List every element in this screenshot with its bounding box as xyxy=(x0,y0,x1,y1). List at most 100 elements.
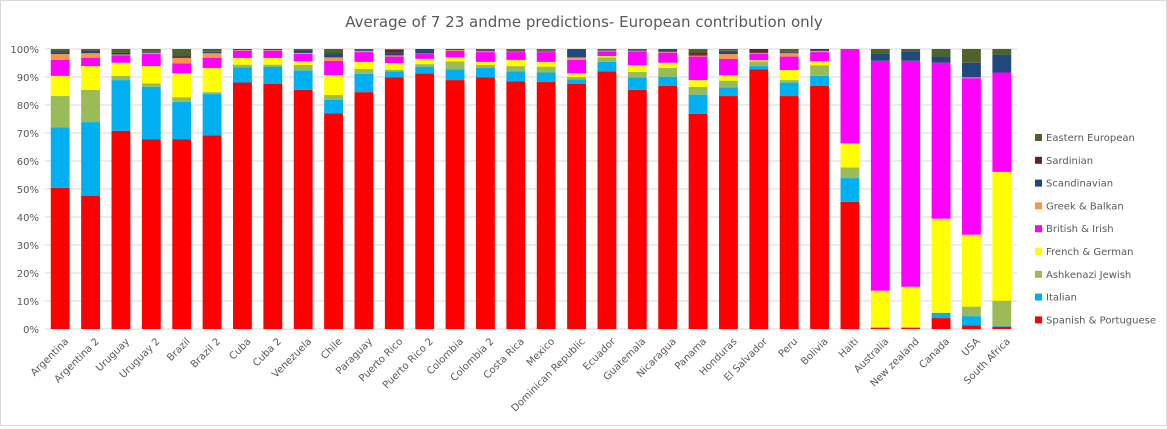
bar-segment xyxy=(870,49,890,54)
bar-stack xyxy=(870,49,890,329)
bar-segment xyxy=(749,52,769,54)
bar-segment xyxy=(111,49,131,53)
bar-segment xyxy=(810,50,829,53)
bar-segment xyxy=(658,52,678,63)
bar-segment xyxy=(567,84,586,329)
bar-stack xyxy=(840,49,860,329)
bar-segment xyxy=(779,80,799,83)
bar-segment xyxy=(50,75,70,97)
bar-segment xyxy=(111,62,131,76)
bar-segment xyxy=(354,52,374,62)
bar-segment xyxy=(536,51,556,53)
bar-segment xyxy=(233,49,252,51)
bar-segment xyxy=(627,49,647,50)
bar-segment xyxy=(567,73,586,77)
legend-item: Greek & Balkan xyxy=(1035,201,1124,212)
bar-stack xyxy=(627,49,647,329)
bar-segment xyxy=(445,49,465,51)
bar-segment xyxy=(384,49,404,50)
bar-segment xyxy=(688,54,708,56)
legend-swatch xyxy=(1035,225,1042,233)
bar-segment xyxy=(324,99,343,114)
bar-segment xyxy=(263,50,283,51)
bar-segment xyxy=(384,55,404,57)
bar-segment xyxy=(50,187,70,329)
bar-segment xyxy=(293,64,313,71)
bar-segment xyxy=(384,56,404,63)
bar-segment xyxy=(445,57,465,62)
bar-segment xyxy=(840,201,860,329)
bar-segment xyxy=(597,56,617,58)
legend-label: Scandinavian xyxy=(1046,179,1113,190)
bar-segment xyxy=(476,64,495,69)
legend-item: Eastern European xyxy=(1035,133,1135,144)
bar-segment xyxy=(536,72,556,83)
bar-segment xyxy=(415,64,435,67)
bar-stack xyxy=(658,49,678,330)
x-tick-label: Brazil xyxy=(165,336,193,364)
bar-segment xyxy=(445,50,465,58)
bar-segment xyxy=(962,325,981,329)
bar-segment xyxy=(658,76,678,86)
bar-segment xyxy=(111,54,131,55)
bar-segment xyxy=(141,52,161,53)
bar-segment xyxy=(658,62,678,69)
bar-segment xyxy=(354,49,374,50)
bar-segment xyxy=(931,56,951,63)
bar-segment xyxy=(658,49,678,50)
bar-segment xyxy=(749,69,769,329)
bar-segment xyxy=(992,325,1012,327)
bar-stack xyxy=(172,49,192,329)
legend: Eastern European Sardinian Scandinavian Gre… xyxy=(1035,133,1156,326)
bar-segment xyxy=(658,49,678,52)
bar-stack xyxy=(992,49,1012,329)
bar-stack xyxy=(263,49,283,329)
bar-segment xyxy=(536,82,556,329)
bar-segment xyxy=(50,51,70,53)
bar-segment xyxy=(50,49,70,52)
legend-swatch xyxy=(1035,179,1042,187)
bar-segment xyxy=(81,57,100,67)
bar-stack xyxy=(779,49,799,329)
bar-segment xyxy=(50,59,70,76)
bar-segment xyxy=(810,85,829,330)
bar-segment xyxy=(141,66,161,84)
bar-stack xyxy=(688,49,708,330)
bar-segment xyxy=(324,57,343,61)
bar-segment xyxy=(992,300,1012,326)
y-tick-label: 0% xyxy=(23,325,39,336)
bar-segment xyxy=(476,68,495,78)
bar-segment xyxy=(536,50,556,51)
bar-segment xyxy=(870,53,890,61)
bar-segment xyxy=(141,51,161,53)
bar-segment xyxy=(324,49,343,54)
bar-segment xyxy=(597,49,617,50)
bar-segment xyxy=(354,49,374,51)
bar-segment xyxy=(506,50,526,52)
bar-segment xyxy=(263,83,283,329)
bar-segment xyxy=(719,80,738,88)
bar-segment xyxy=(901,286,921,328)
bar-segment xyxy=(293,50,313,51)
bar-segment xyxy=(536,49,556,51)
bar-segment xyxy=(688,56,708,81)
bar-segment xyxy=(293,49,313,51)
bar-segment xyxy=(749,49,769,53)
bar-segment xyxy=(627,50,647,52)
bar-stack xyxy=(810,49,829,330)
bar-segment xyxy=(445,49,465,50)
bar-segment xyxy=(172,49,192,56)
y-tick-label: 80% xyxy=(17,101,39,112)
bar-segment xyxy=(536,52,556,62)
y-tick-label: 100% xyxy=(10,45,39,56)
bar-segment xyxy=(962,78,981,235)
bar-segment xyxy=(141,49,161,52)
legend-swatch xyxy=(1035,156,1042,164)
x-tick-label: Haiti xyxy=(837,336,861,360)
bar-segment xyxy=(202,94,222,136)
bar-segment xyxy=(202,135,222,329)
bar-segment xyxy=(354,92,374,330)
bar-segment xyxy=(233,50,252,58)
bar-segment xyxy=(324,54,343,58)
